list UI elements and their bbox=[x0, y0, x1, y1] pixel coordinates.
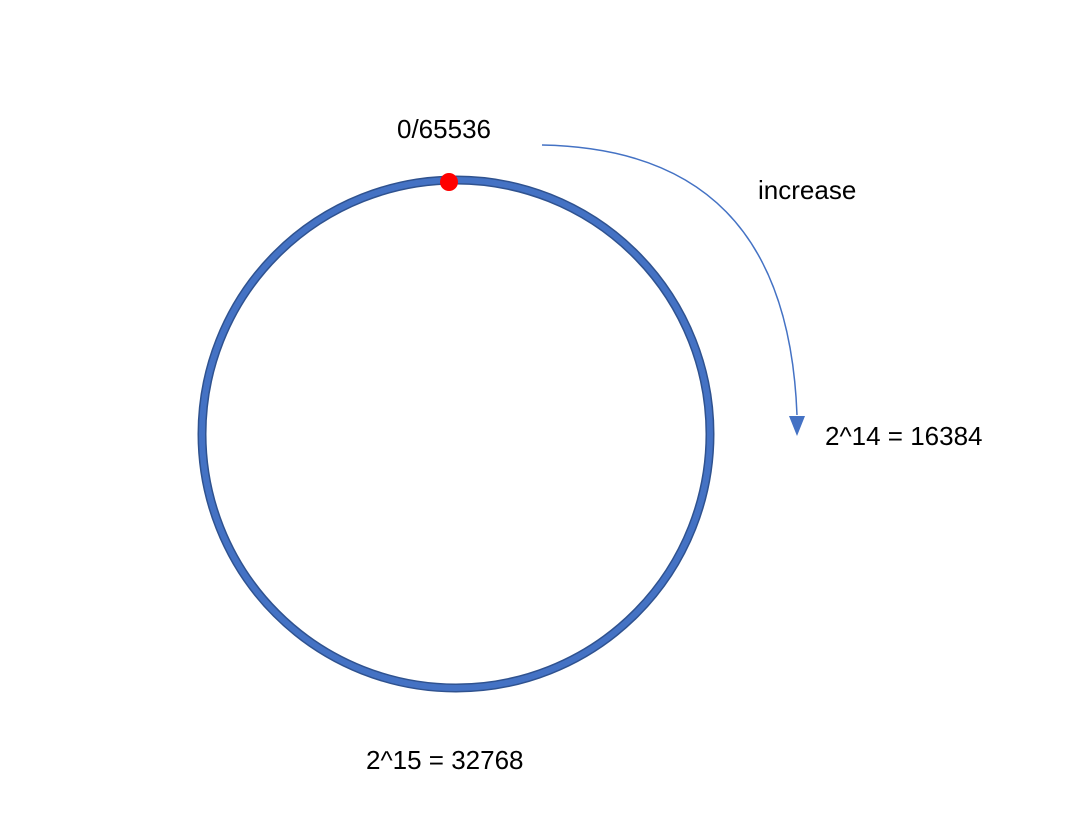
quarter-value-label: 2^14 = 16384 bbox=[825, 421, 983, 451]
zero-value-label: 0/65536 bbox=[397, 114, 491, 144]
ring-circle bbox=[199, 177, 713, 691]
zero-point-marker bbox=[440, 173, 458, 191]
arrow-head-icon bbox=[789, 416, 805, 436]
direction-label: increase bbox=[758, 175, 857, 205]
half-value-label: 2^15 = 32768 bbox=[366, 745, 524, 775]
increase-direction-arrow bbox=[541, 144, 798, 416]
